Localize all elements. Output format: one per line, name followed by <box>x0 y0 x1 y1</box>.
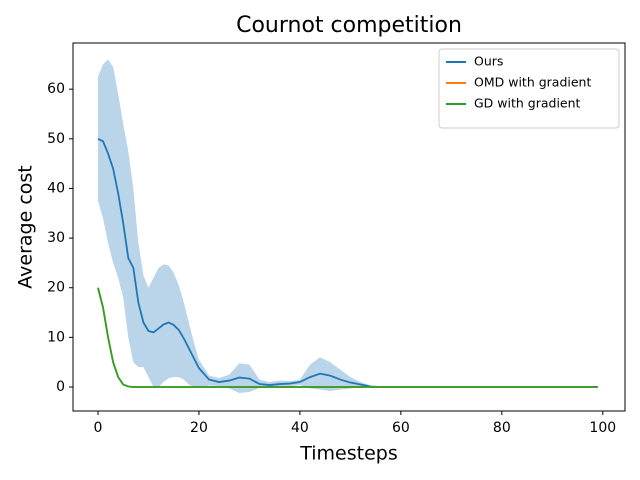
chart-title: Cournot competition <box>236 13 462 38</box>
x-axis-label: Timesteps <box>299 443 398 465</box>
y-tick-label: 60 <box>47 81 65 97</box>
y-tick-label: 50 <box>47 131 65 147</box>
x-tick-label: 20 <box>190 420 208 436</box>
legend-label: GD with gradient <box>474 96 581 111</box>
legend-box <box>438 48 620 129</box>
y-tick-label: 30 <box>47 230 65 246</box>
x-tick-label: 0 <box>94 420 103 436</box>
y-tick-label: 10 <box>47 329 65 345</box>
legend-label: OMD with gradient <box>474 75 591 90</box>
series-line <box>97 287 598 388</box>
y-tick-label: 40 <box>47 180 65 196</box>
y-axis-label: Average cost <box>15 165 37 288</box>
confidence-band <box>97 59 598 393</box>
series-line <box>97 138 598 388</box>
y-tick-label: 20 <box>47 280 65 296</box>
plot-frame <box>72 42 626 412</box>
x-tick-label: 80 <box>493 420 511 436</box>
legend-label: Ours <box>474 54 503 69</box>
x-tick-label: 60 <box>392 420 410 436</box>
y-tick-label: 0 <box>56 379 65 395</box>
x-tick-label: 40 <box>291 420 309 436</box>
x-tick-label: 100 <box>589 420 616 436</box>
